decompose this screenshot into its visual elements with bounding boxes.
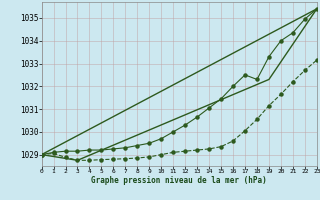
X-axis label: Graphe pression niveau de la mer (hPa): Graphe pression niveau de la mer (hPa) bbox=[91, 176, 267, 185]
